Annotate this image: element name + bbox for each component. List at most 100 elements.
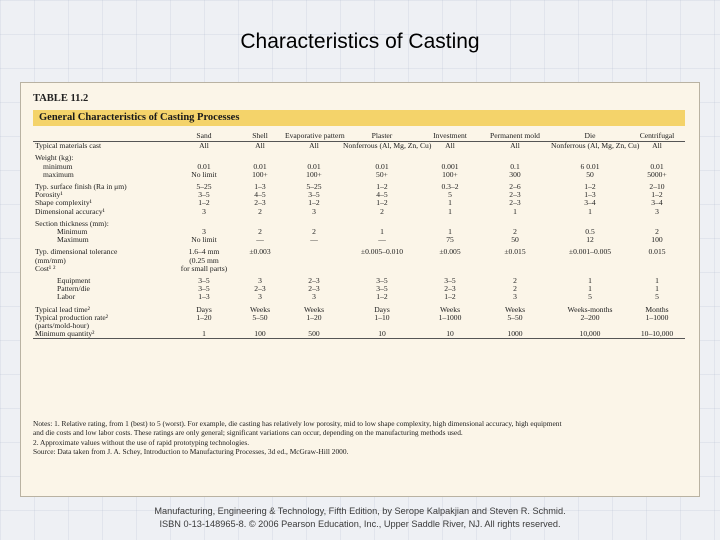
table-cell: 2 — [258, 227, 262, 237]
table-cell: 10–10,000 — [640, 329, 674, 339]
table-cell: 0.1 — [510, 161, 520, 171]
table-body: Typical materials cast All All All Nonferrou… — [33, 142, 685, 339]
note-line: Source: Data taken from J. A. Schey, Int… — [33, 447, 349, 457]
credit-line-2: ISBN 0-13-148965-8. © 2006 Pearson Educa… — [159, 519, 561, 529]
table-cell: 2–3 — [444, 284, 456, 294]
table-cell: 5–25 — [306, 182, 322, 192]
table-cell: 5 — [448, 190, 452, 200]
table-cell: 1–2 — [651, 190, 663, 200]
table-cell: 1.6–4 mm — [188, 247, 220, 257]
table-cell: No limit — [191, 169, 217, 179]
table-cell: Weeks — [249, 304, 271, 314]
table-cell: Nonferrous (Al, Mg, Zn, Cu) — [343, 141, 432, 151]
row-label: Section thickness (mm): — [35, 218, 109, 228]
table-cell: 100+ — [252, 169, 268, 179]
table-cell: All — [309, 141, 319, 151]
table-cell: — — [256, 235, 264, 245]
table-cell: 5 — [655, 292, 659, 302]
table-cell: 1–1000 — [645, 312, 669, 322]
row-label: Labor — [57, 292, 76, 302]
table-cell: 1–2 — [376, 292, 388, 302]
table-row: Porosity¹ 3–5 4–5 3–5 4–5 5 2–3 1–3 1–2 — [33, 191, 685, 199]
table-cell: 0.01 — [650, 161, 664, 171]
table-panel: TABLE 11.2 General Characteristics of Ca… — [20, 82, 700, 497]
table-cell: 0.01 — [375, 161, 389, 171]
table-cell — [629, 265, 685, 273]
table-cell: All — [199, 141, 209, 151]
table-cell: No limit — [191, 235, 217, 245]
table-cell: Days — [196, 304, 212, 314]
table-cell: 3 — [312, 206, 316, 216]
table-cell: 3 — [655, 206, 659, 216]
table-cell: Weeks-months — [567, 304, 613, 314]
table-cell: 100+ — [442, 169, 458, 179]
row-label: Minimum — [57, 227, 88, 237]
table-notes: Notes: 1. Relative rating, from 1 (best)… — [33, 419, 685, 457]
table-cell — [285, 265, 343, 273]
table-row: Minimum quantity² 1 100 500 10 10 1000 10,000 10… — [33, 330, 685, 339]
row-label: Typical production rate² — [35, 312, 109, 322]
table-cell: 0.01 — [197, 161, 211, 171]
table-cell: 2 — [380, 206, 384, 216]
table-cell: 500 — [308, 329, 320, 339]
table-cell: 3–4 — [584, 198, 596, 208]
table-cell: 0.01 — [307, 161, 321, 171]
table-cell: 1–20 — [306, 312, 322, 322]
table-cell: 3 — [513, 292, 517, 302]
table-row: Typical production rate² 1–20 5–50 1–20 1–10… — [33, 312, 685, 322]
row-label: minimum — [43, 161, 73, 171]
table-cell — [235, 257, 285, 265]
table-cell: 2–3 — [509, 198, 521, 208]
credit-footer: Manufacturing, Engineering & Technology,… — [0, 505, 720, 531]
table-cell: 10 — [446, 329, 454, 339]
table-number: TABLE 11.2 — [33, 93, 89, 104]
table-row: Section thickness (mm): — [33, 218, 685, 228]
table-cell: ±0.005–0.010 — [360, 247, 404, 257]
table-cell: 3 — [202, 227, 206, 237]
table-cell — [235, 265, 285, 273]
table-cell: 300 — [509, 169, 521, 179]
table-cell: Nonferrous (Al, Mg, Zn, Cu) — [551, 141, 640, 151]
row-label: Typ. surface finish (Ra in μm) — [35, 182, 127, 192]
table-cell: 50 — [511, 235, 519, 245]
table-cell: for small parts) — [180, 263, 228, 273]
table-cell: 5000+ — [647, 169, 667, 179]
table-cell: 1 — [448, 206, 452, 216]
table-cell — [629, 257, 685, 265]
table-cell: 2–6 — [509, 182, 521, 192]
table-cell: 6 0.01 — [580, 161, 600, 171]
row-label: (parts/mold-hour) — [35, 321, 89, 331]
table-cell: ±0.001–0.005 — [568, 247, 612, 257]
table-cell: Weeks — [439, 304, 461, 314]
table-cell: 1 — [513, 206, 517, 216]
table-row: Equipment 3–5 3 2–3 3–5 3–5 2 1 1 — [33, 276, 685, 286]
table-row: (parts/mold-hour) — [33, 321, 685, 331]
table-cell: 5–25 — [196, 182, 212, 192]
table-cell: 2 — [513, 284, 517, 294]
header-cell: Investment — [433, 131, 467, 140]
table-cell — [285, 248, 343, 256]
table-cell: 10,000 — [579, 329, 601, 339]
table-row: Typical lead time² Days Weeks Weeks Days Week… — [33, 304, 685, 314]
row-label: Minimum quantity² — [35, 329, 95, 339]
table-cell: All — [255, 141, 265, 151]
row-label: Dimensional accuracy¹ — [35, 206, 105, 216]
note-line: and die costs and low labor costs. These… — [33, 428, 463, 438]
table-cell: 2–3 — [509, 190, 521, 200]
table-cell: 3–4 — [651, 198, 663, 208]
table-cell — [479, 265, 551, 273]
table-row: Typ. surface finish (Ra in μm) 5–25 1–3 5–2… — [33, 182, 685, 192]
note-line: Notes: 1. Relative rating, from 1 (best)… — [33, 419, 562, 428]
table-cell: All — [652, 141, 662, 151]
table-cell: Weeks — [504, 304, 526, 314]
table-cell: 1 — [202, 329, 206, 339]
table-cell: — — [378, 235, 386, 245]
table-cell: 1–2 — [198, 198, 210, 208]
table-cell: All — [510, 141, 520, 151]
table-cell: 2 — [258, 206, 262, 216]
row-label: Typical lead time² — [35, 304, 90, 314]
table-cell: 50 — [586, 169, 594, 179]
table-cell: 2 — [655, 227, 659, 237]
table-cell: 2–3 — [308, 276, 320, 286]
table-cell: 5–50 — [252, 312, 268, 322]
